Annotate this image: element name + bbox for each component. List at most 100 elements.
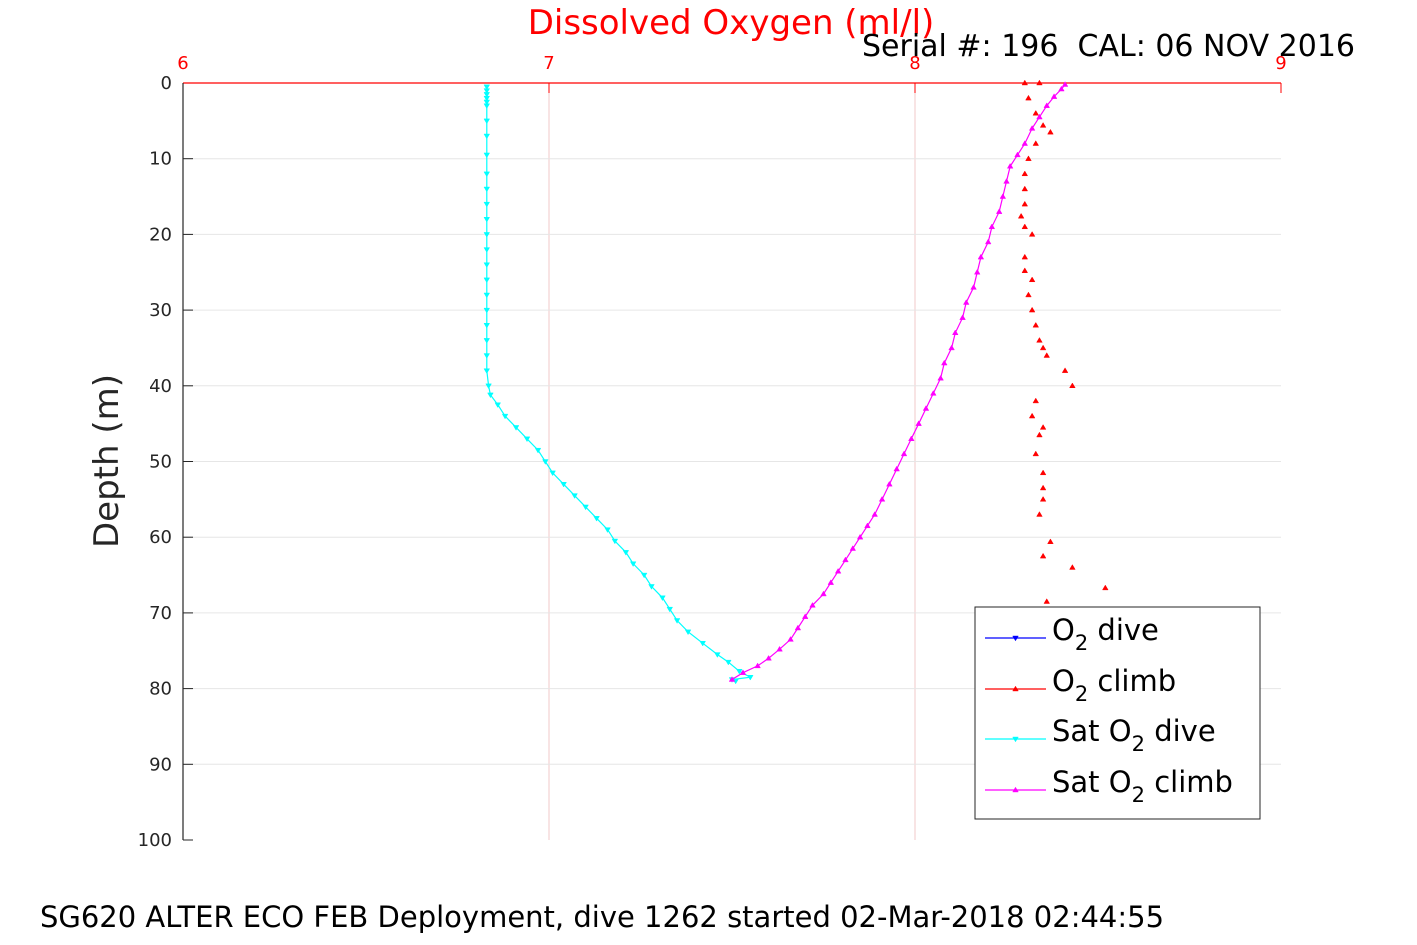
data-point [1021,185,1029,192]
data-point [1039,424,1047,430]
data-point [1028,125,1036,131]
data-point [523,436,531,443]
data-point [483,262,491,268]
y-tick-label: 20 [149,224,172,245]
data-point [1021,253,1029,260]
footer-caption: SG620 ALTER ECO FEB Deployment, dive 126… [40,900,1164,934]
data-point [483,292,491,299]
data-point [842,556,849,563]
y-tick-label: 0 [161,73,172,94]
data-point [483,217,491,223]
data-point [728,676,736,682]
data-point [673,618,681,624]
data-point [930,390,937,396]
data-point [1032,109,1040,116]
data-point [483,88,491,94]
y-axis-label: Depth (m) [87,374,127,548]
data-point [1043,352,1050,358]
data-point [1036,79,1043,86]
legend-marker [1012,635,1019,642]
data-point [1025,155,1032,161]
y-tick-label: 40 [149,376,172,397]
data-point [483,152,491,159]
data-point [977,253,985,260]
data-point [1050,93,1058,99]
data-point [1061,81,1069,87]
data-point [970,284,977,290]
data-point [801,613,809,619]
data-point [571,493,578,499]
data-point [1036,113,1043,120]
data-point [485,383,492,390]
legend-label: Sat O2 dive [1052,714,1216,756]
y-tick-label: 100 [138,830,172,851]
data-point [593,516,600,522]
y-tick-label: 90 [149,754,172,775]
data-point [725,659,732,666]
series-sat-o2-dive [483,84,754,685]
data-point [1039,496,1047,502]
data-point [1021,267,1029,273]
data-point [776,645,783,652]
data-point [549,470,556,477]
legend-label: O2 climb [1052,664,1176,706]
legend-entry: Sat O2 climb [985,765,1233,807]
data-point [1043,598,1050,604]
data-point [941,359,948,366]
data-point [1014,151,1021,158]
data-point [809,602,816,608]
data-point [483,307,491,314]
data-point [1069,564,1076,570]
data-point [1039,344,1047,351]
data-point [1069,382,1076,389]
data-point [512,425,520,431]
data-point [1021,200,1029,207]
series-sat-o2-climb [728,81,1069,682]
data-point [922,405,930,411]
data-point [483,338,491,344]
data-point [604,527,611,533]
data-point [1032,397,1040,404]
legend-box [974,606,1261,820]
data-point [1021,170,1029,177]
data-point [1021,223,1029,230]
data-point [659,595,666,602]
data-point [560,482,567,488]
data-point [483,186,491,193]
legend-entry: O2 climb [985,664,1176,706]
data-point [640,572,648,579]
data-point [747,675,754,681]
data-point [1032,321,1040,328]
data-point [666,606,674,613]
data-point [1028,231,1036,237]
data-point [1028,412,1036,419]
data-point [900,450,908,457]
legend-entry: Sat O2 dive [985,714,1216,756]
data-point [1039,122,1047,128]
data-point [988,223,996,230]
data-point [827,579,835,585]
chart-subtitle: Serial #: 196 CAL: 06 NOV 2016 [862,29,1355,64]
data-point [963,299,970,305]
data-point [915,420,922,426]
data-point [622,550,630,556]
data-point [736,668,743,675]
y-tick-label: 60 [149,527,172,548]
legend-entry: O2 dive [985,613,1159,655]
data-series [483,79,1109,685]
data-point [483,118,491,125]
data-point [1006,162,1014,169]
data-point [856,533,864,540]
data-point [937,374,944,381]
x-tick-label: 8 [909,53,920,74]
data-point [820,590,827,597]
y-tick-label: 70 [149,603,172,624]
data-point [611,538,619,545]
data-point [483,95,491,102]
data-point [1021,140,1029,146]
data-point [1003,178,1010,184]
legend-marker [1012,736,1019,743]
data-point [878,496,886,502]
